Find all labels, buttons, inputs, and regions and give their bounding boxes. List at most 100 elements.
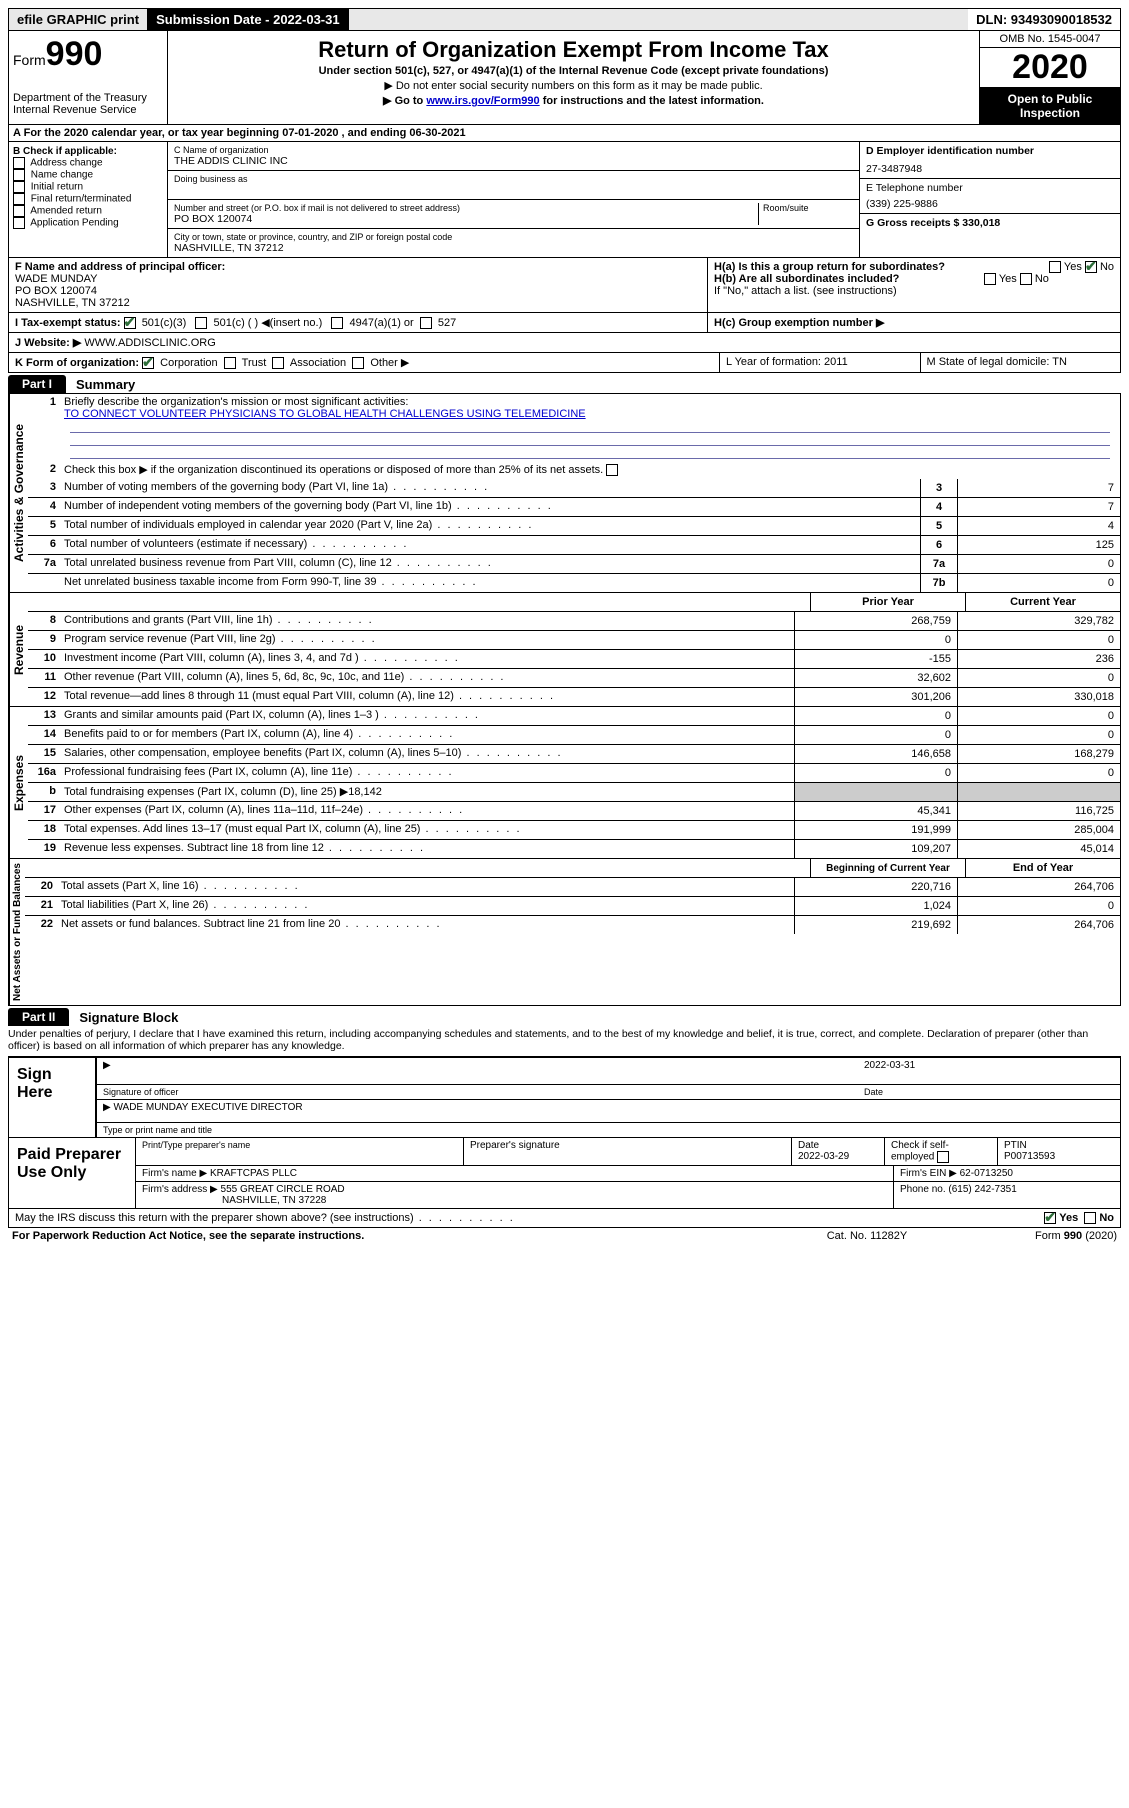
head-current: Current Year bbox=[965, 593, 1120, 611]
summary-governance: Activities & Governance 1 Briefly descri… bbox=[8, 393, 1121, 593]
label-street: Number and street (or P.O. box if mail i… bbox=[174, 203, 754, 213]
instructions-link-line: ▶ Go to www.irs.gov/Form990 for instruct… bbox=[176, 94, 971, 107]
cat-number: Cat. No. 11282Y bbox=[767, 1230, 967, 1242]
table-row: 3Number of voting members of the governi… bbox=[28, 479, 1120, 498]
efile-label[interactable]: efile GRAPHIC print bbox=[9, 9, 148, 30]
table-row: 17Other expenses (Part IX, column (A), l… bbox=[28, 802, 1120, 821]
sign-date: 2022-03-31 bbox=[864, 1060, 1114, 1082]
cb-4947[interactable] bbox=[331, 317, 343, 329]
table-row: 19Revenue less expenses. Subtract line 1… bbox=[28, 840, 1120, 858]
preparer-label: Paid Preparer Use Only bbox=[9, 1138, 135, 1208]
cb-other[interactable] bbox=[352, 357, 364, 369]
box-b-checklist: B Check if applicable: Address change Na… bbox=[9, 142, 168, 257]
sig-date-label: Date bbox=[864, 1087, 1114, 1097]
label-room: Room/suite bbox=[759, 203, 853, 225]
firm-phone: (615) 242-7351 bbox=[948, 1184, 1016, 1195]
mission-text: TO CONNECT VOLUNTEER PHYSICIANS TO GLOBA… bbox=[64, 408, 586, 420]
table-row: 18Total expenses. Add lines 13–17 (must … bbox=[28, 821, 1120, 840]
paperwork-notice: For Paperwork Reduction Act Notice, see … bbox=[12, 1230, 767, 1242]
ha-yes[interactable] bbox=[1049, 261, 1061, 273]
cb-self-employed[interactable] bbox=[937, 1151, 949, 1163]
label-org-name: C Name of organization bbox=[174, 145, 853, 155]
table-row: 16aProfessional fundraising fees (Part I… bbox=[28, 764, 1120, 783]
q1-label: Briefly describe the organization's miss… bbox=[64, 396, 408, 408]
table-row: 12Total revenue—add lines 8 through 11 (… bbox=[28, 688, 1120, 706]
table-row: Net unrelated business taxable income fr… bbox=[28, 574, 1120, 592]
table-row: 5Total number of individuals employed in… bbox=[28, 517, 1120, 536]
cb-trust[interactable] bbox=[224, 357, 236, 369]
cb-corp[interactable] bbox=[142, 357, 154, 369]
cb-501c3[interactable] bbox=[124, 317, 136, 329]
q2-label: Check this box ▶ if the organization dis… bbox=[60, 461, 1120, 479]
ssn-warning: ▶ Do not enter social security numbers o… bbox=[176, 79, 971, 92]
state-domicile: M State of legal domicile: TN bbox=[921, 353, 1121, 372]
sign-block: Sign Here ▶ 2022-03-31 Signature of offi… bbox=[8, 1056, 1121, 1138]
summary-netassets: Net Assets or Fund Balances Beginning of… bbox=[8, 859, 1121, 1006]
instructions-link[interactable]: www.irs.gov/Form990 bbox=[426, 95, 539, 107]
summary-revenue: Revenue Prior Year Current Year 8Contrib… bbox=[8, 593, 1121, 707]
cb-assoc[interactable] bbox=[272, 357, 284, 369]
open-public-badge: Open to Public Inspection bbox=[980, 88, 1120, 124]
hb-note: If "No," attach a list. (see instruction… bbox=[714, 285, 1114, 297]
ein-value: 27-3487948 bbox=[866, 163, 1114, 175]
street-address: PO BOX 120074 bbox=[174, 213, 754, 225]
table-row: 22Net assets or fund balances. Subtract … bbox=[25, 916, 1120, 934]
hb-no[interactable] bbox=[1020, 273, 1032, 285]
label-city: City or town, state or province, country… bbox=[174, 232, 853, 242]
checkbox-amended[interactable] bbox=[13, 205, 25, 217]
part2-header: Part II Signature Block bbox=[8, 1008, 1121, 1026]
cb-527[interactable] bbox=[420, 317, 432, 329]
cb-discontinued[interactable] bbox=[606, 464, 618, 476]
checkbox-initial-return[interactable] bbox=[13, 181, 25, 193]
ptin-value: P00713593 bbox=[1004, 1151, 1055, 1162]
checkbox-name-change[interactable] bbox=[13, 169, 25, 181]
label-officer: F Name and address of principal officer: bbox=[15, 261, 225, 273]
head-begin: Beginning of Current Year bbox=[810, 859, 965, 877]
org-name: THE ADDIS CLINIC INC bbox=[174, 155, 853, 167]
table-row: bTotal fundraising expenses (Part IX, co… bbox=[28, 783, 1120, 802]
year-formation: L Year of formation: 2011 bbox=[720, 353, 921, 372]
vlabel-expenses: Expenses bbox=[9, 707, 28, 858]
omb-number: OMB No. 1545-0047 bbox=[980, 31, 1120, 48]
discuss-question: May the IRS discuss this return with the… bbox=[15, 1212, 1044, 1224]
table-row: 13Grants and similar amounts paid (Part … bbox=[28, 707, 1120, 726]
tax-status-row: I Tax-exempt status: 501(c)(3) 501(c) ( … bbox=[8, 313, 1121, 333]
preparer-block: Paid Preparer Use Only Print/Type prepar… bbox=[8, 1138, 1121, 1209]
vlabel-governance: Activities & Governance bbox=[9, 394, 28, 592]
table-row: 14Benefits paid to or for members (Part … bbox=[28, 726, 1120, 745]
ha-question: H(a) Is this a group return for subordin… bbox=[714, 261, 1114, 273]
dln-label: DLN: 93493090018532 bbox=[968, 9, 1120, 30]
table-row: 4Number of independent voting members of… bbox=[28, 498, 1120, 517]
discuss-row: May the IRS discuss this return with the… bbox=[8, 1209, 1121, 1228]
checkbox-address-change[interactable] bbox=[13, 157, 25, 169]
table-row: 7aTotal unrelated business revenue from … bbox=[28, 555, 1120, 574]
table-row: 10Investment income (Part VIII, column (… bbox=[28, 650, 1120, 669]
label-tax-status: I Tax-exempt status: bbox=[15, 317, 121, 329]
cb-501c[interactable] bbox=[195, 317, 207, 329]
sig-officer-label: Signature of officer bbox=[103, 1087, 864, 1097]
officer-name: WADE MUNDAY bbox=[15, 273, 98, 285]
hb-yes[interactable] bbox=[984, 273, 996, 285]
form-title: Return of Organization Exempt From Incom… bbox=[176, 37, 971, 63]
form-number-footer: Form 990 (2020) bbox=[967, 1230, 1117, 1242]
gross-receipts: G Gross receipts $ 330,018 bbox=[866, 217, 1000, 229]
website-value: WWW.ADDISCLINIC.ORG bbox=[84, 337, 215, 349]
vlabel-net: Net Assets or Fund Balances bbox=[9, 859, 25, 1005]
table-row: 15Salaries, other compensation, employee… bbox=[28, 745, 1120, 764]
table-row: 21Total liabilities (Part X, line 26)1,0… bbox=[25, 897, 1120, 916]
discuss-yes[interactable] bbox=[1044, 1212, 1056, 1224]
table-row: 6Total number of volunteers (estimate if… bbox=[28, 536, 1120, 555]
org-form-row: K Form of organization: Corporation Trus… bbox=[8, 353, 1121, 373]
section-a-period: A For the 2020 calendar year, or tax yea… bbox=[8, 125, 1121, 142]
table-row: 9Program service revenue (Part VIII, lin… bbox=[28, 631, 1120, 650]
checkbox-pending[interactable] bbox=[13, 217, 25, 229]
checkbox-final-return[interactable] bbox=[13, 193, 25, 205]
firm-ein: 62-0713250 bbox=[960, 1168, 1013, 1179]
part1-header: Part I Summary bbox=[8, 375, 1121, 393]
ha-no[interactable] bbox=[1085, 261, 1097, 273]
officer-row: F Name and address of principal officer:… bbox=[8, 258, 1121, 313]
sign-here-label: Sign Here bbox=[9, 1058, 95, 1137]
table-row: 11Other revenue (Part VIII, column (A), … bbox=[28, 669, 1120, 688]
tax-year: 2020 bbox=[980, 48, 1120, 88]
discuss-no[interactable] bbox=[1084, 1212, 1096, 1224]
